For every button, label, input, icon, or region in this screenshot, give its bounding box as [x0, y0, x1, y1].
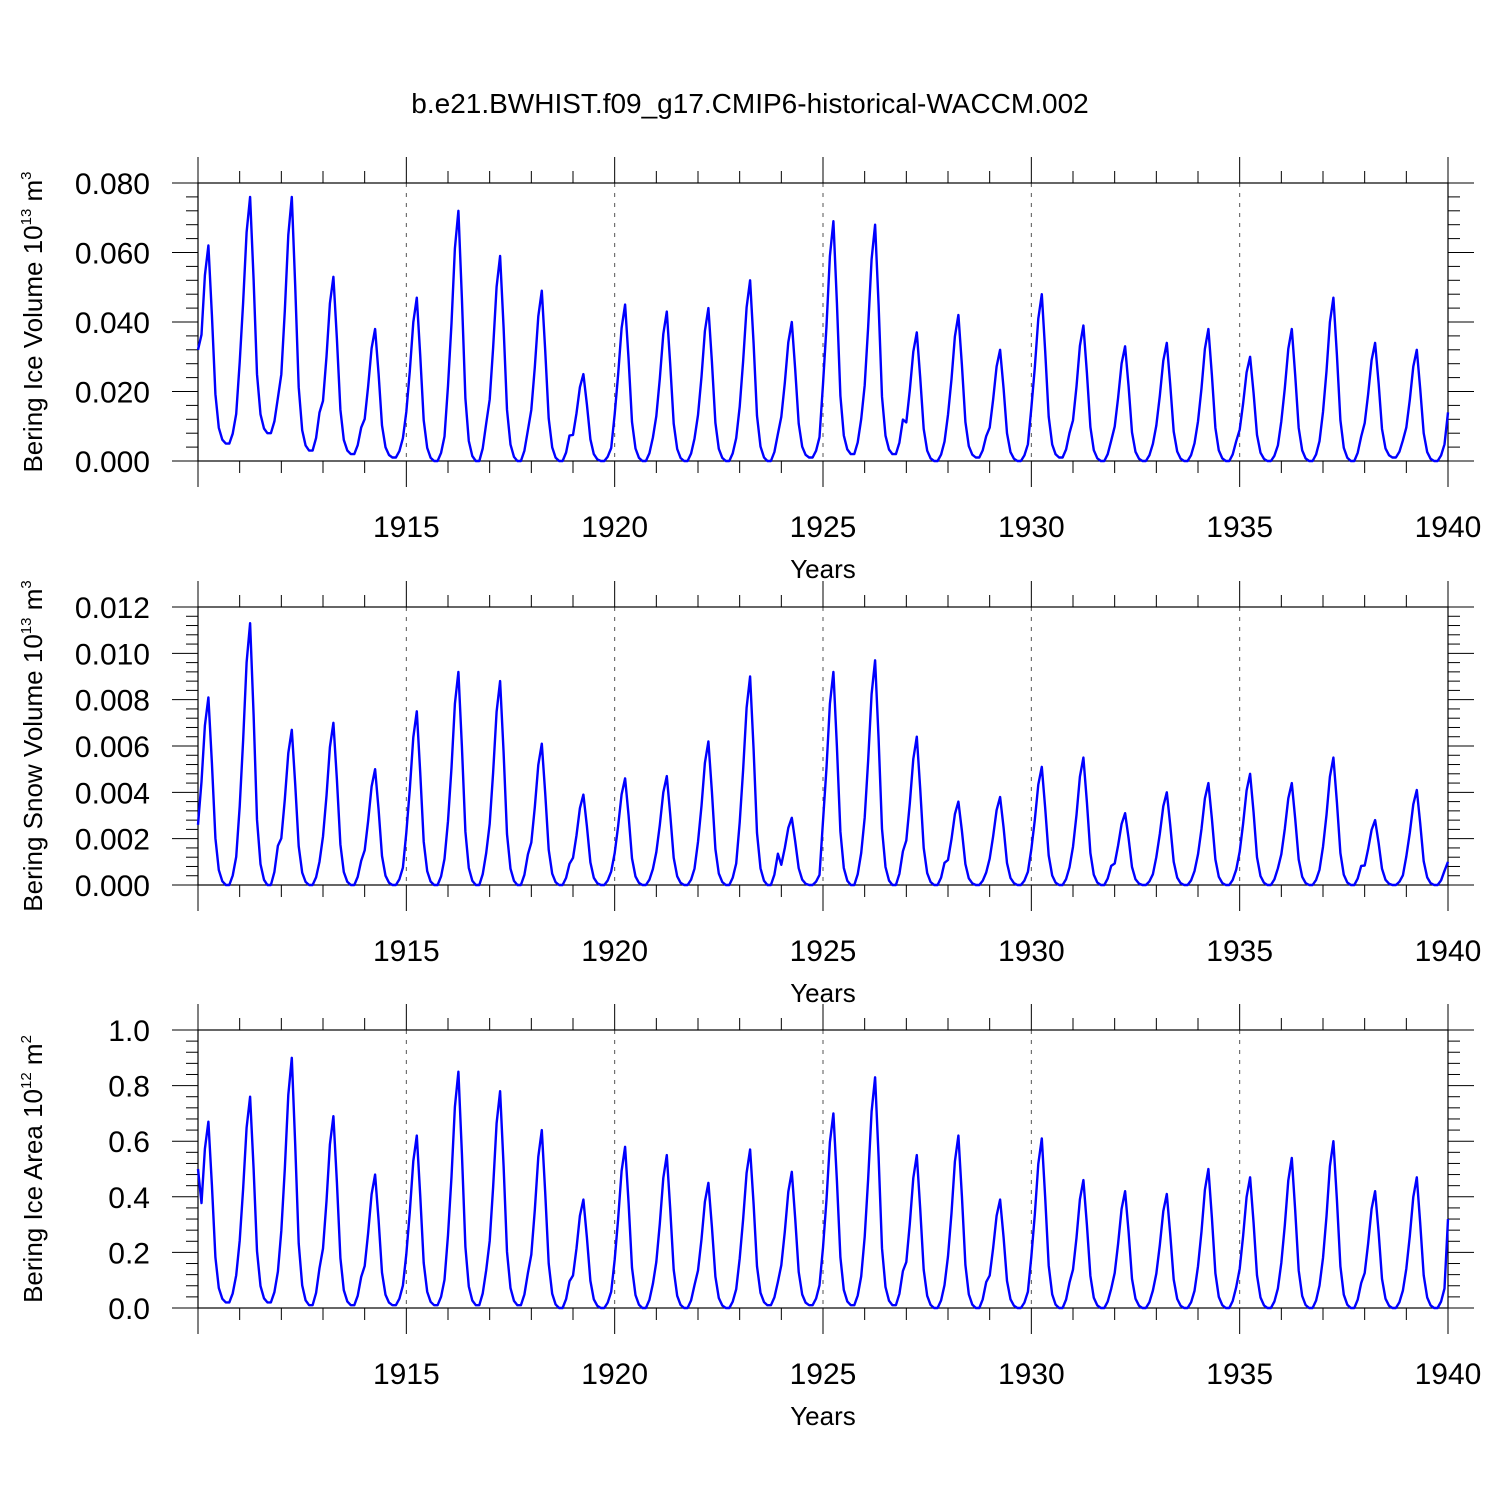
y-tick-label: 0.010 [75, 638, 150, 671]
x-tick-label: 1925 [790, 511, 857, 544]
x-axis-label: Years [790, 554, 856, 584]
x-tick-label: 1930 [998, 511, 1065, 544]
x-tick-label: 1940 [1415, 511, 1482, 544]
x-tick-label: 1940 [1415, 935, 1482, 968]
y-tick-label: 0.0 [108, 1293, 150, 1326]
y-tick-label: 0.080 [75, 168, 150, 201]
y-tick-label: 0.006 [75, 731, 150, 764]
x-tick-label: 1935 [1206, 511, 1273, 544]
y-tick-label: 0.6 [108, 1126, 150, 1159]
x-axis-label: Years [790, 1401, 856, 1431]
page-title: b.e21.BWHIST.f09_g17.CMIP6-historical-WA… [411, 88, 1089, 119]
chart-panel-3: 0.0 0.2 0.4 0.6 0.8 1.0 1915 1920 1925 1930 1935 19… [18, 1004, 1481, 1431]
y-axis-label: Bering Snow Volume 1013 m3 [18, 580, 48, 911]
y-axis-label: Bering Ice Area 1012 m2 [18, 1035, 48, 1303]
y-tick-label: 0.4 [108, 1182, 150, 1215]
series-line [196, 622, 1450, 887]
y-tick-label: 1.0 [108, 1015, 150, 1048]
y-tick-label: 0.000 [75, 870, 150, 903]
x-tick-label: 1915 [373, 1358, 440, 1391]
x-tick-label: 1915 [373, 935, 440, 968]
x-tick-label: 1925 [790, 1358, 857, 1391]
y-tick-label: 0.002 [75, 824, 150, 857]
x-tick-label: 1940 [1415, 1358, 1482, 1391]
x-tick-label: 1920 [581, 511, 648, 544]
x-tick-label: 1920 [581, 935, 648, 968]
x-tick-label: 1935 [1206, 935, 1273, 968]
y-axis-label: Bering Ice Volume 1013 m3 [18, 171, 48, 472]
x-tick-label: 1915 [373, 511, 440, 544]
y-tick-label: 0.012 [75, 592, 150, 625]
y-tick-label: 0.020 [75, 377, 150, 410]
series-line [196, 1056, 1450, 1310]
y-tick-label: 0.040 [75, 307, 150, 340]
y-tick-label: 0.008 [75, 685, 150, 718]
x-axis-label: Years [790, 978, 856, 1008]
x-tick-label: 1930 [998, 935, 1065, 968]
chart-panel-2: 0.000 0.002 0.004 0.006 0.008 0.010 0.012 1915 1… [18, 580, 1481, 1008]
y-tick-label: 0.2 [108, 1237, 150, 1270]
x-tick-label: 1930 [998, 1358, 1065, 1391]
series-line [196, 195, 1450, 463]
y-tick-label: 0.8 [108, 1071, 150, 1104]
x-tick-label: 1925 [790, 935, 857, 968]
y-tick-label: 0.000 [75, 446, 150, 479]
x-tick-label: 1935 [1206, 1358, 1273, 1391]
x-tick-label: 1920 [581, 1358, 648, 1391]
y-tick-label: 0.060 [75, 238, 150, 271]
chart-panel-1: 0.000 0.020 0.040 0.060 0.080 1915 1920 1925 193… [18, 157, 1481, 584]
y-tick-label: 0.004 [75, 777, 150, 810]
